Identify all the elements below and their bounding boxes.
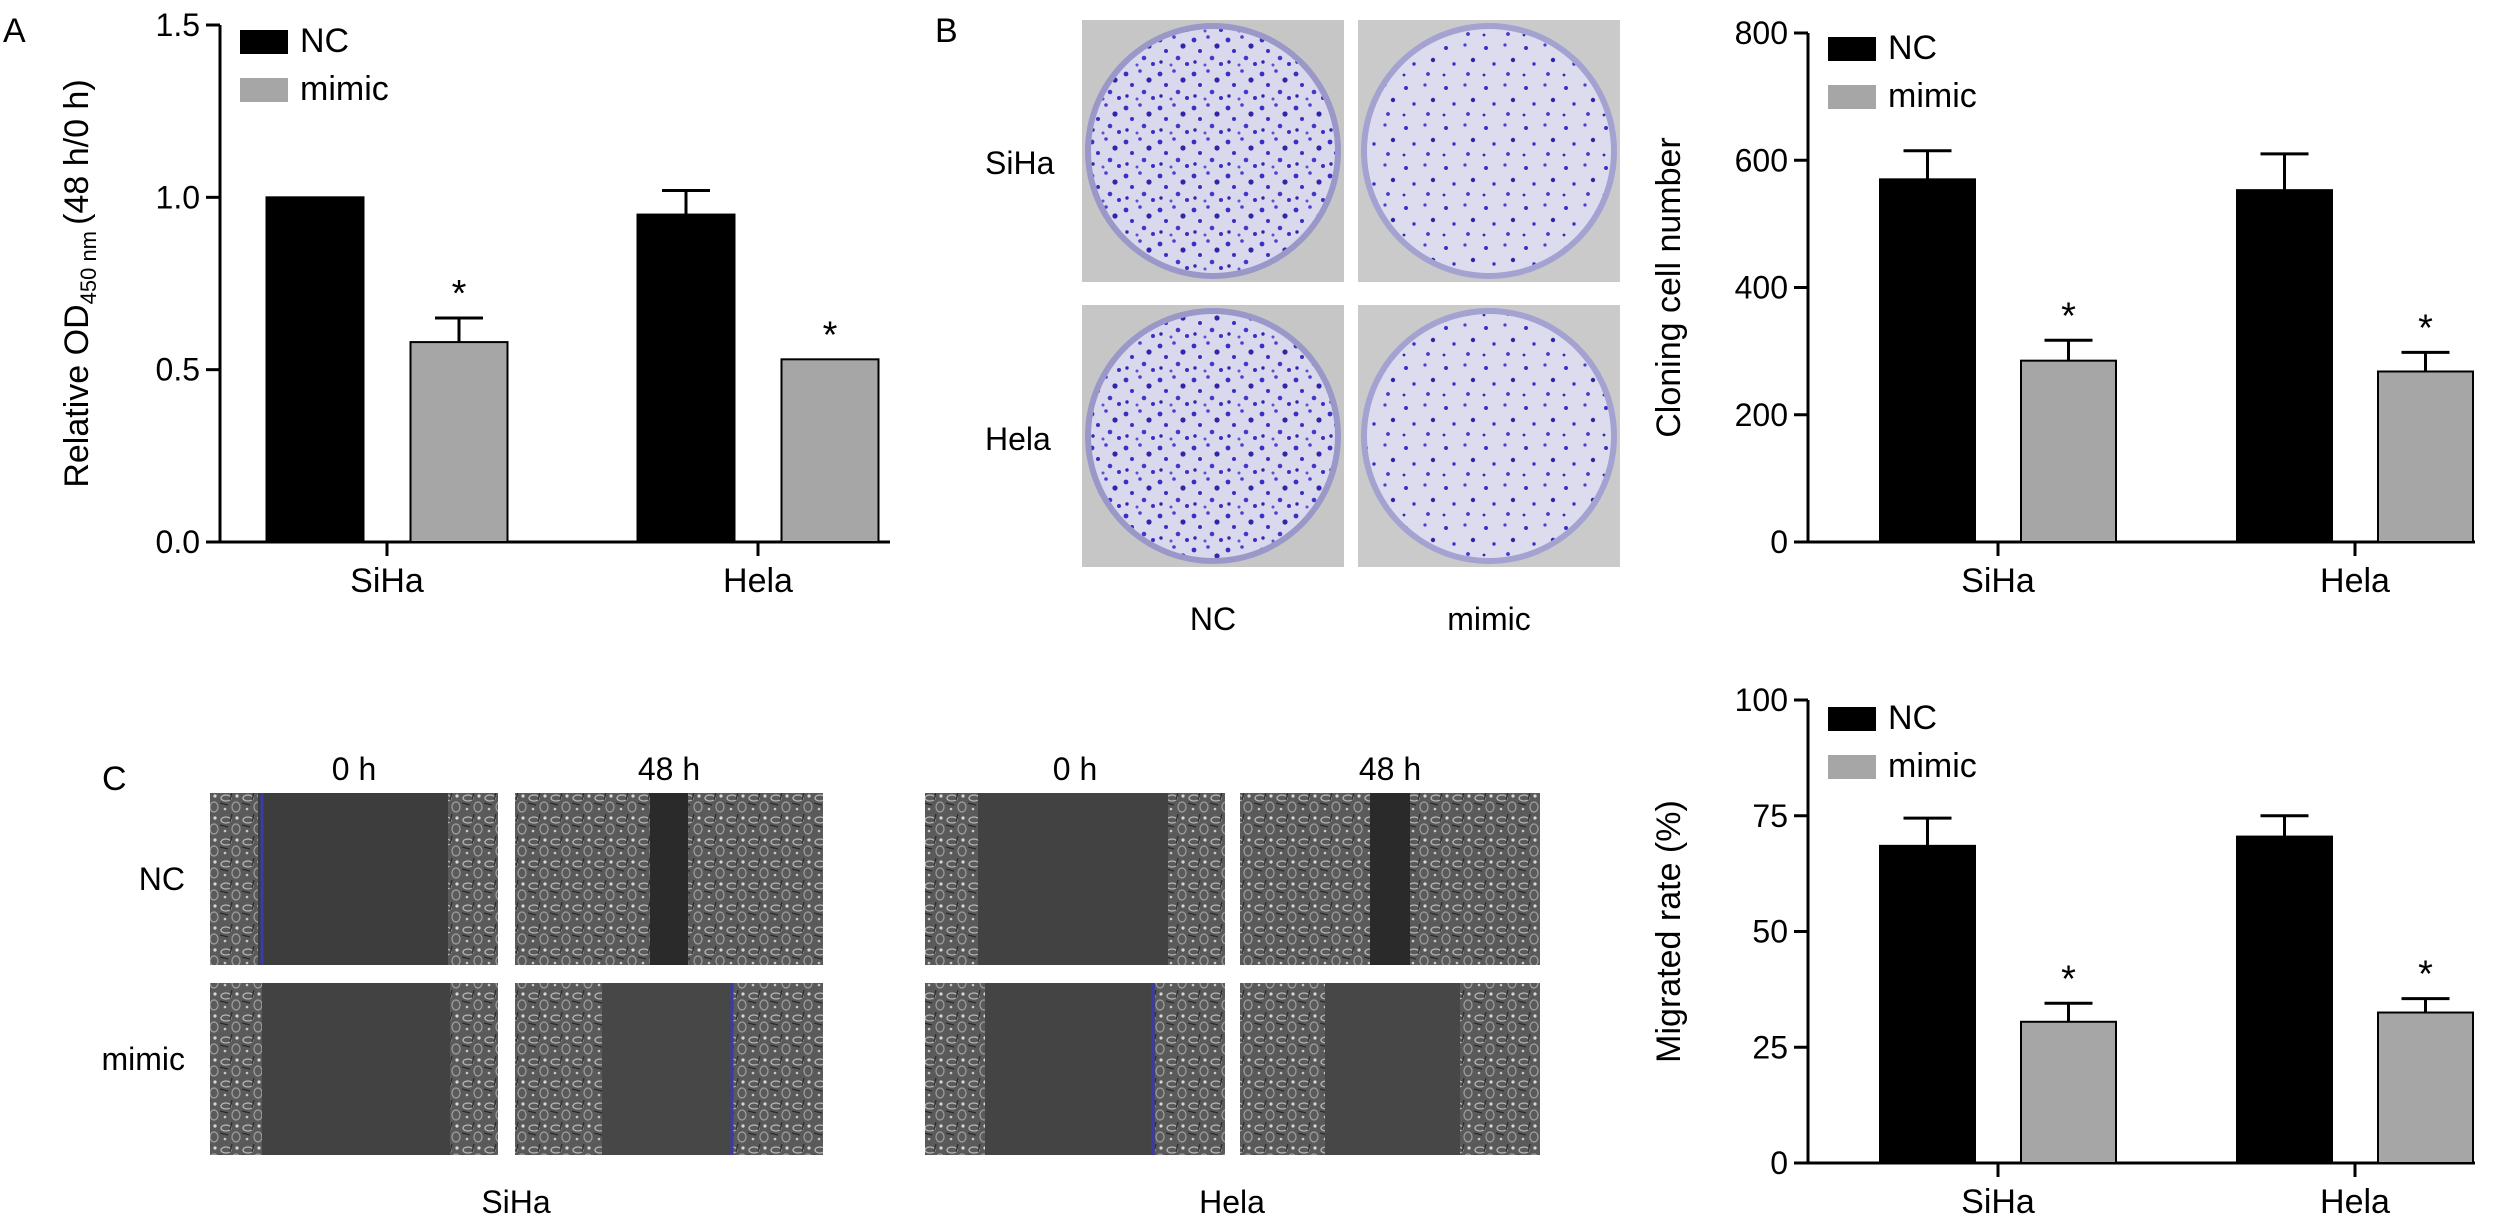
significance-c-siha: * bbox=[2061, 958, 2076, 1000]
x-tick-label-c: Hela bbox=[2320, 1183, 2390, 1221]
wound-row-label-mimic: mimic bbox=[101, 1041, 185, 1077]
wound-hela-mimic-48h bbox=[1240, 983, 1540, 1155]
legend-label-a-mimic: mimic bbox=[300, 70, 389, 108]
legend-label-c-mimic: mimic bbox=[1888, 747, 1977, 785]
legend-swatch-b-nc bbox=[1828, 37, 1876, 61]
colony-col-label-mimic: mimic bbox=[1447, 601, 1531, 637]
y-tick-label-b: 200 bbox=[1735, 397, 1788, 433]
wound-row-label-nc: NC bbox=[139, 861, 185, 897]
y-tick-label-a: 0.5 bbox=[156, 352, 200, 388]
bar-a-siha-mimic bbox=[409, 341, 509, 543]
bar-c-hela-mimic bbox=[2377, 1011, 2474, 1165]
colony-image-siha-mimic bbox=[1358, 20, 1620, 282]
legend-swatch-c-nc bbox=[1828, 707, 1876, 731]
bar-b-hela-mimic bbox=[2377, 370, 2474, 543]
chart-cloning-number: 0 200 400 600 800 Cloning cell number * SiHa * He… bbox=[1650, 15, 2475, 600]
wound-image-grid: 0 h 48 h 0 h 48 h NC mimic SiHa Hela bbox=[101, 751, 1540, 1220]
y-tick-label-c: 25 bbox=[1752, 1029, 1788, 1065]
legend-label-b-mimic: mimic bbox=[1888, 77, 1977, 115]
wound-time-siha-48h: 48 h bbox=[638, 751, 700, 787]
panel-label-a: A bbox=[3, 12, 26, 50]
x-tick-label-b: Hela bbox=[2320, 562, 2390, 600]
bar-a-siha-nc bbox=[265, 196, 365, 543]
wound-siha-nc-48h bbox=[515, 793, 823, 965]
legend-label-a-nc: NC bbox=[300, 22, 349, 60]
wound-time-hela-0h: 0 h bbox=[1053, 751, 1097, 787]
colony-image-grid: SiHa Hela NC mimic bbox=[985, 20, 1620, 637]
wound-siha-mimic-48h bbox=[515, 983, 823, 1155]
wound-hela-nc-48h bbox=[1240, 793, 1540, 965]
y-axis-label-b: Cloning cell number bbox=[1650, 137, 1688, 438]
panel-label-b: B bbox=[935, 12, 958, 50]
panel-label-c: C bbox=[102, 760, 127, 798]
legend-swatch-a-nc bbox=[240, 30, 288, 54]
chart-od450: 0.0 0.5 1.0 1.5 Relative OD450 nm (48 h/0 h)… bbox=[58, 7, 890, 600]
bar-c-hela-nc bbox=[2236, 835, 2333, 1165]
wound-siha-mimic-0h bbox=[210, 983, 498, 1155]
y-tick-label-c: 100 bbox=[1735, 682, 1788, 718]
wound-siha-nc-0h bbox=[210, 793, 498, 965]
y-tick-label-b: 600 bbox=[1735, 142, 1788, 178]
y-tick-label-c: 0 bbox=[1770, 1145, 1788, 1181]
colony-image-hela-nc bbox=[1082, 305, 1344, 567]
significance-a-hela: * bbox=[823, 314, 838, 356]
y-tick-label-c: 50 bbox=[1752, 914, 1788, 950]
y-tick-label-a: 1.5 bbox=[156, 7, 200, 43]
legend-label-b-nc: NC bbox=[1888, 29, 1937, 67]
wound-cellline-siha: SiHa bbox=[481, 1184, 551, 1220]
y-tick-label-b: 800 bbox=[1735, 15, 1788, 51]
bar-a-hela-mimic bbox=[780, 358, 880, 543]
y-tick-label-a: 0.0 bbox=[156, 524, 200, 560]
bar-c-siha-mimic bbox=[2020, 1020, 2117, 1164]
bar-b-hela-nc bbox=[2236, 189, 2333, 543]
y-tick-label-b: 400 bbox=[1735, 270, 1788, 306]
bar-c-siha-nc bbox=[1879, 844, 1976, 1164]
bar-b-siha-nc bbox=[1879, 178, 1976, 543]
colony-image-siha-nc bbox=[1082, 20, 1344, 282]
legend-swatch-c-mimic bbox=[1828, 755, 1876, 779]
significance-a-siha: * bbox=[452, 273, 467, 315]
legend-swatch-a-mimic bbox=[240, 78, 288, 102]
wound-time-siha-0h: 0 h bbox=[332, 751, 376, 787]
wound-hela-nc-0h bbox=[925, 793, 1225, 965]
y-axis-label-c: Migrated rate (%) bbox=[1650, 800, 1688, 1063]
wound-hela-mimic-0h bbox=[925, 983, 1225, 1155]
colony-row-label-hela: Hela bbox=[985, 421, 1051, 457]
y-axis-label-a: Relative OD450 nm (48 h/0 h) bbox=[58, 79, 101, 487]
x-tick-label-b: SiHa bbox=[1961, 562, 2035, 600]
wound-time-hela-48h: 48 h bbox=[1359, 751, 1421, 787]
x-tick-label-a: Hela bbox=[723, 562, 793, 600]
significance-b-siha: * bbox=[2061, 295, 2076, 337]
colony-col-label-nc: NC bbox=[1190, 601, 1236, 637]
colony-image-hela-mimic bbox=[1358, 305, 1620, 567]
bar-a-hela-nc bbox=[636, 213, 736, 543]
significance-b-hela: * bbox=[2418, 307, 2433, 349]
y-tick-label-a: 1.0 bbox=[156, 179, 200, 215]
legend-swatch-b-mimic bbox=[1828, 85, 1876, 109]
x-tick-label-c: SiHa bbox=[1961, 1183, 2035, 1221]
chart-migrated-rate: 0 25 50 75 100 Migrated rate (%) * SiHa * Hela NC m… bbox=[1650, 682, 2475, 1221]
y-tick-label-b: 0 bbox=[1770, 524, 1788, 560]
legend-label-c-nc: NC bbox=[1888, 699, 1937, 737]
bar-b-siha-mimic bbox=[2020, 359, 2117, 544]
y-tick-label-c: 75 bbox=[1752, 798, 1788, 834]
colony-row-label-siha: SiHa bbox=[985, 145, 1055, 181]
x-tick-label-a: SiHa bbox=[350, 562, 424, 600]
wound-cellline-hela: Hela bbox=[1199, 1184, 1265, 1220]
significance-c-hela: * bbox=[2418, 954, 2433, 996]
